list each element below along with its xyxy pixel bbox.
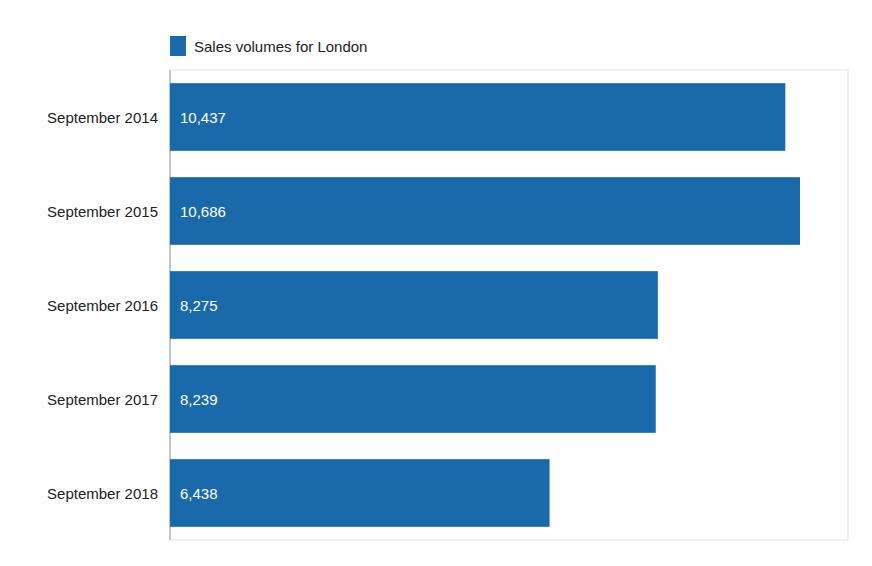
category-label: September 2014 — [47, 109, 158, 126]
data-labels: 10,437 10,686 8,275 8,239 6,438 — [180, 109, 226, 502]
data-label: 8,275 — [180, 297, 218, 314]
bar — [170, 365, 656, 433]
category-label: September 2017 — [47, 391, 158, 408]
chart-svg: 10,437 10,686 8,275 8,239 6,438 September 201… — [0, 0, 872, 566]
category-label: September 2015 — [47, 203, 158, 220]
plot-frame — [170, 70, 848, 540]
bars — [170, 83, 800, 527]
legend-label: Sales volumes for London — [194, 38, 367, 55]
bar — [170, 459, 550, 527]
bar — [170, 83, 785, 151]
data-label: 10,437 — [180, 109, 226, 126]
bar — [170, 271, 658, 339]
data-label: 10,686 — [180, 203, 226, 220]
category-label: September 2018 — [47, 485, 158, 502]
legend: Sales volumes for London — [170, 36, 367, 56]
category-label: September 2016 — [47, 297, 158, 314]
bar — [170, 177, 800, 245]
data-label: 8,239 — [180, 391, 218, 408]
legend-swatch — [170, 36, 186, 56]
data-label: 6,438 — [180, 485, 218, 502]
chart-container: 10,437 10,686 8,275 8,239 6,438 September 201… — [0, 0, 872, 566]
y-tick-labels: September 2014 September 2015 September 20… — [47, 109, 158, 502]
